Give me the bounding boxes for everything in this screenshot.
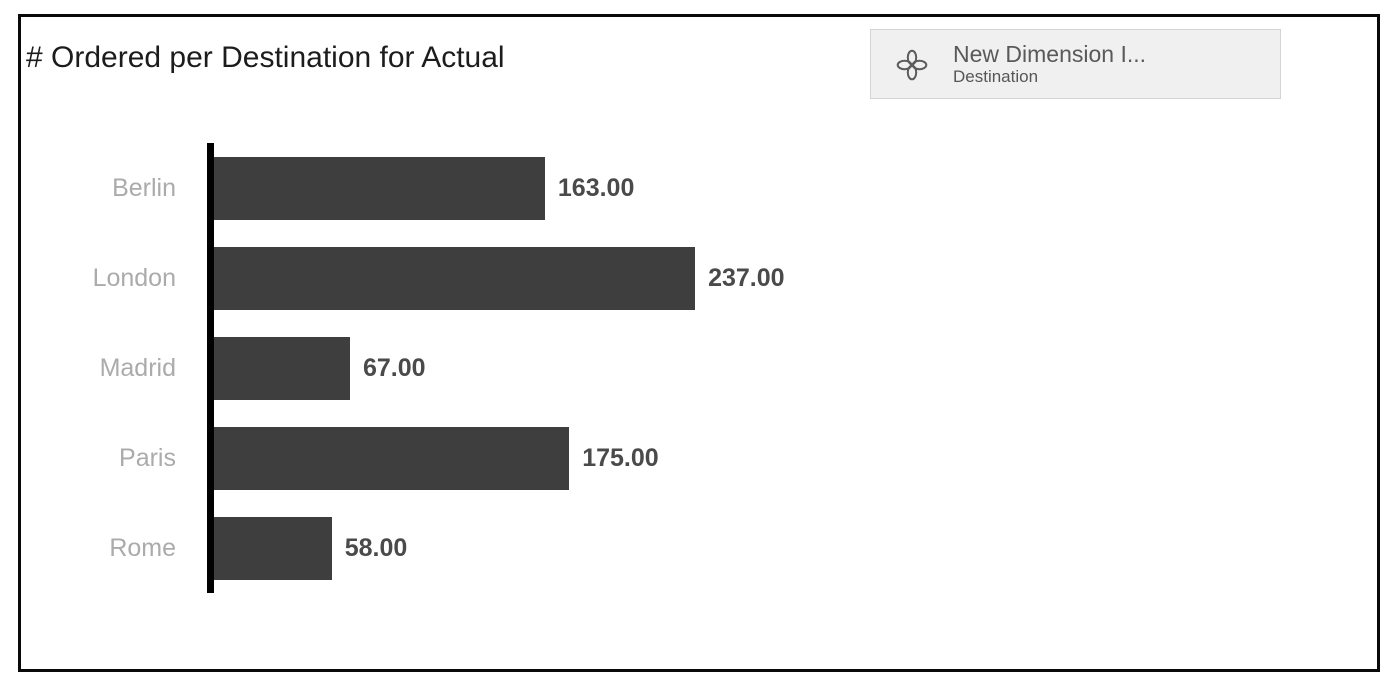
category-label: Rome: [109, 533, 176, 562]
category-label: Madrid: [99, 353, 176, 382]
value-label: 163.00: [557, 173, 635, 202]
category-label: Paris: [119, 443, 176, 472]
bar-track: 58.00: [207, 503, 1377, 593]
category-label: London: [92, 263, 176, 292]
bar[interactable]: [214, 516, 332, 580]
bar-row: Paris 175.00: [21, 413, 1377, 503]
bar[interactable]: [214, 336, 350, 400]
chart-title: # Ordered per Destination for Actual: [26, 41, 505, 74]
bar[interactable]: [214, 156, 545, 220]
input-control-subtitle: Destination: [953, 67, 1039, 86]
bar-row: Berlin 163.00: [21, 143, 1377, 233]
value-label: 237.00: [708, 263, 785, 292]
bar-chart: Berlin 163.00 London 237.00 Madrid 67.00 Paris…: [21, 143, 1377, 593]
dimension-input-control[interactable]: New Dimension I... Destination: [870, 29, 1281, 99]
bar-track: 67.00: [207, 323, 1377, 413]
bar-track: 237.00: [207, 233, 1377, 323]
bar-track: 163.00: [207, 143, 1377, 233]
bar-track: 175.00: [207, 413, 1377, 503]
input-control-text: New Dimension I... Destination: [953, 41, 1146, 87]
bar-row: Madrid 67.00: [21, 323, 1377, 413]
chart-widget-frame: # Ordered per Destination for Actual New…: [18, 14, 1380, 672]
bar-row: Rome 58.00: [21, 503, 1377, 593]
bar[interactable]: [214, 426, 570, 490]
category-label: Berlin: [112, 173, 176, 202]
bar[interactable]: [214, 246, 696, 310]
clover-dimension-icon: [896, 49, 928, 81]
value-label: 58.00: [344, 533, 408, 562]
value-label: 67.00: [363, 353, 426, 382]
value-label: 175.00: [582, 443, 659, 472]
bar-row: London 237.00: [21, 233, 1377, 323]
input-control-title: New Dimension I...: [953, 41, 1147, 67]
